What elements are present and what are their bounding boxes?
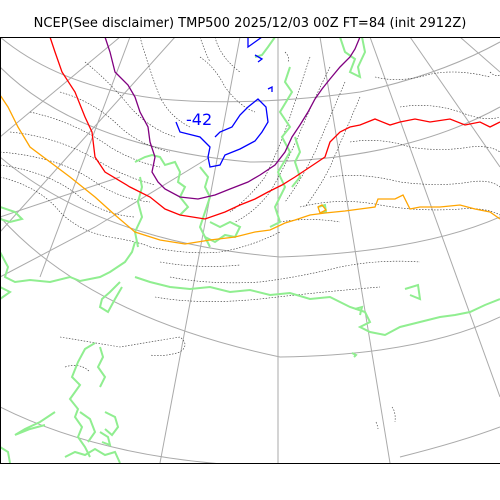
latitude-line bbox=[0, 37, 500, 103]
isotherm-orange bbox=[0, 94, 500, 245]
meridian-line bbox=[459, 37, 500, 73]
land-outline bbox=[68, 342, 96, 458]
meridian-line bbox=[0, 156, 211, 278]
land-outline bbox=[96, 346, 107, 388]
coastline bbox=[0, 164, 136, 218]
land-outline bbox=[0, 241, 136, 284]
isotherm-red bbox=[49, 37, 500, 220]
coastline bbox=[304, 96, 361, 208]
meridian-line bbox=[0, 176, 121, 218]
coastline bbox=[349, 140, 500, 153]
land-outline bbox=[14, 411, 56, 436]
coastlines bbox=[0, 37, 500, 430]
isotherm-blue bbox=[175, 98, 269, 168]
land-outline bbox=[104, 411, 120, 437]
coastline bbox=[159, 261, 241, 267]
land-outline bbox=[198, 166, 212, 248]
map-area: -42 bbox=[0, 37, 500, 463]
coastline bbox=[9, 131, 156, 186]
coastline bbox=[139, 37, 191, 128]
land-outline bbox=[98, 281, 123, 314]
coastline bbox=[199, 56, 256, 113]
land-outline bbox=[134, 276, 500, 337]
land-outline bbox=[351, 352, 358, 358]
land-outline bbox=[0, 286, 12, 300]
isotherm-blue bbox=[267, 85, 273, 92]
latitude-line bbox=[399, 426, 500, 458]
coastline bbox=[284, 51, 289, 63]
land-outline bbox=[0, 206, 24, 224]
coastline bbox=[375, 421, 379, 430]
latitude-line bbox=[0, 156, 500, 258]
coastline bbox=[84, 61, 176, 138]
land-outline bbox=[254, 37, 276, 58]
land-outline bbox=[133, 176, 144, 248]
land-outline bbox=[79, 411, 97, 443]
isotherms bbox=[0, 37, 500, 245]
isotherm-blue bbox=[254, 54, 264, 63]
coastline bbox=[279, 219, 341, 223]
meridian-line bbox=[0, 37, 121, 138]
coastline bbox=[234, 66, 331, 223]
coastline bbox=[489, 71, 500, 76]
coastline bbox=[399, 105, 500, 119]
latitude-line bbox=[0, 216, 500, 358]
map-title: NCEP(See disclaimer) TMP500 2025/12/03 0… bbox=[33, 16, 467, 31]
land-outline bbox=[354, 305, 364, 316]
coastline bbox=[64, 365, 91, 373]
land-outline bbox=[64, 447, 121, 463]
isotherm-label: -42 bbox=[186, 110, 212, 129]
meridian-line bbox=[409, 37, 500, 168]
meridian-line bbox=[369, 37, 500, 398]
isotherm-purple bbox=[104, 37, 361, 200]
land-outline bbox=[134, 153, 190, 216]
land-outline bbox=[0, 446, 11, 463]
coastline bbox=[169, 260, 421, 284]
graticule-meridians bbox=[0, 37, 500, 463]
isotherm-blue bbox=[247, 37, 263, 49]
land-outlines bbox=[0, 37, 500, 463]
coastline bbox=[0, 176, 151, 248]
coastline bbox=[154, 286, 381, 302]
land-outline bbox=[291, 136, 302, 188]
meridian-line bbox=[0, 37, 176, 233]
coastline bbox=[391, 406, 396, 423]
coastline bbox=[149, 231, 281, 254]
land-outline bbox=[269, 66, 294, 228]
coastline bbox=[199, 37, 211, 63]
coastline bbox=[374, 71, 491, 80]
coastline bbox=[329, 175, 500, 188]
land-outline bbox=[99, 431, 112, 447]
coastline bbox=[284, 81, 346, 203]
coastline bbox=[59, 336, 186, 356]
coastline bbox=[214, 37, 241, 73]
latitude-line bbox=[0, 66, 500, 163]
coastline bbox=[0, 151, 151, 203]
latitude-line bbox=[0, 406, 218, 463]
meridian-line bbox=[39, 37, 131, 278]
coastline bbox=[59, 91, 171, 153]
coastline bbox=[29, 111, 161, 168]
meridian-line bbox=[159, 37, 241, 463]
land-outline bbox=[339, 37, 367, 79]
land-outline bbox=[204, 220, 242, 244]
graticule-latitudes bbox=[0, 37, 500, 463]
coastline bbox=[229, 56, 311, 213]
meridian-line bbox=[319, 37, 391, 463]
isotherm-orange bbox=[317, 204, 328, 214]
land-outline bbox=[404, 283, 422, 301]
